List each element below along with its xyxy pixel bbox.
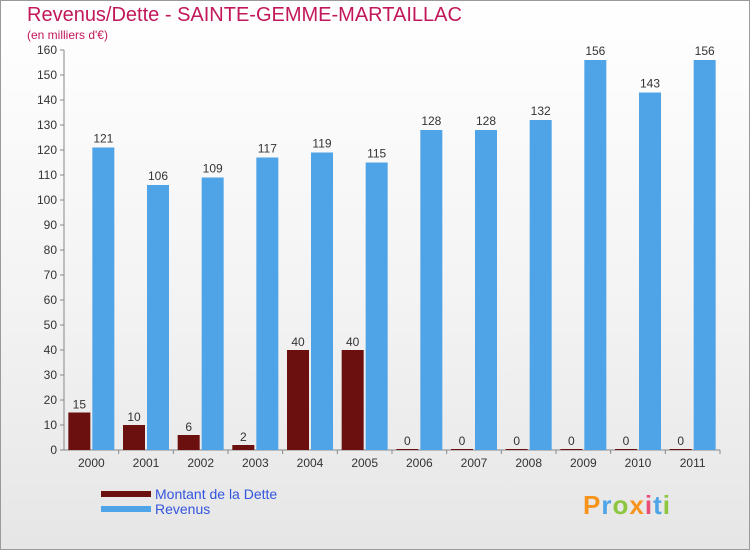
bar-revenue xyxy=(475,130,497,450)
x-tick-label: 2000 xyxy=(78,456,105,470)
bar-debt xyxy=(232,445,255,450)
bar-revenue xyxy=(311,152,333,450)
logo-letter: x xyxy=(629,490,645,520)
data-label-debt: 0 xyxy=(404,434,411,448)
data-label-revenue: 143 xyxy=(640,77,660,91)
bar-revenue xyxy=(365,162,388,450)
axes: 0102030405060708090100110120130140150160… xyxy=(37,43,721,470)
y-tick-label: 20 xyxy=(44,393,58,407)
legend-label-revenue: Revenus xyxy=(155,500,211,517)
y-tick-label: 150 xyxy=(37,68,57,82)
bar-revenue xyxy=(420,130,443,450)
x-tick-label: 2011 xyxy=(680,456,706,470)
data-label-revenue: 106 xyxy=(148,169,168,183)
data-label-revenue: 128 xyxy=(476,114,496,128)
data-label-revenue: 119 xyxy=(312,137,331,151)
bar-debt xyxy=(287,350,309,450)
bar-debt xyxy=(123,425,145,450)
bar-revenue xyxy=(639,92,661,450)
x-tick-label: 2006 xyxy=(406,456,433,470)
y-tick-label: 60 xyxy=(44,293,58,307)
bar-debt xyxy=(669,449,692,450)
logo-letter: i xyxy=(662,490,671,520)
y-tick-label: 80 xyxy=(44,243,58,257)
bar-debt xyxy=(505,449,528,450)
y-tick-label: 50 xyxy=(44,318,58,332)
data-label-debt: 15 xyxy=(73,398,87,412)
y-tick-label: 100 xyxy=(37,193,57,207)
legend-item-revenue: Revenus xyxy=(101,500,277,517)
chart-title: Revenus/Dette - SAINTE-GEMME-MARTAILLAC xyxy=(27,4,462,26)
data-label-debt: 0 xyxy=(459,434,466,448)
bar-debt xyxy=(177,435,200,450)
x-tick-label: 2008 xyxy=(515,456,542,470)
bar-debt xyxy=(615,449,637,450)
x-tick-label: 2001 xyxy=(133,456,160,470)
y-tick-label: 70 xyxy=(44,268,58,282)
data-label-revenue: 115 xyxy=(367,147,386,161)
y-tick-label: 110 xyxy=(38,168,57,182)
legend-swatch-revenue xyxy=(101,505,151,512)
y-tick-label: 40 xyxy=(44,343,58,357)
y-tick-label: 90 xyxy=(44,218,58,232)
bar-revenue xyxy=(201,177,224,450)
data-label-debt: 0 xyxy=(513,434,520,448)
y-tick-label: 130 xyxy=(37,118,57,132)
y-tick-label: 120 xyxy=(37,143,57,157)
bar-revenue xyxy=(147,185,169,450)
logo-letter: t xyxy=(653,490,663,520)
data-labels: 15 121 10 106 6 109 2 117 40 119 40 115 0 128 0 128 0 132… xyxy=(73,44,715,448)
x-tick-label: 2003 xyxy=(242,456,269,470)
x-tick-label: 2009 xyxy=(570,456,597,470)
y-tick-label: 0 xyxy=(50,443,57,457)
bar-revenue xyxy=(529,120,552,450)
bar-revenue xyxy=(584,60,607,450)
x-tick-label: 2005 xyxy=(351,456,378,470)
bars xyxy=(68,60,716,450)
chart-subtitle: (en milliers d'€) xyxy=(27,28,108,42)
data-label-debt: 2 xyxy=(240,430,247,444)
legend-label-debt: Montant de la Dette xyxy=(155,485,278,502)
data-label-revenue: 156 xyxy=(695,44,715,58)
x-tick-label: 2002 xyxy=(187,456,214,470)
bar-debt xyxy=(68,412,91,450)
legend: Montant de la Dette Revenus xyxy=(101,485,278,517)
x-tick-label: 2007 xyxy=(461,456,488,470)
x-tick-label: 2010 xyxy=(625,456,652,470)
bar-debt xyxy=(396,449,419,450)
legend-item-debt: Montant de la Dette xyxy=(101,485,278,502)
y-tick-label: 10 xyxy=(44,418,58,432)
data-label-revenue: 121 xyxy=(93,132,113,146)
bar-revenue xyxy=(256,157,279,450)
data-label-revenue: 109 xyxy=(203,162,223,176)
y-tick-label: 160 xyxy=(37,43,57,57)
logo-letter: i xyxy=(644,490,654,520)
data-label-revenue: 132 xyxy=(531,104,551,118)
data-label-debt: 6 xyxy=(185,420,192,434)
data-label-debt: 0 xyxy=(677,434,684,448)
data-label-revenue: 156 xyxy=(585,44,605,58)
logo-letter: o xyxy=(612,490,630,520)
data-label-debt: 0 xyxy=(568,434,575,448)
data-label-debt: 40 xyxy=(346,335,360,349)
data-label-debt: 10 xyxy=(127,410,141,424)
data-label-revenue: 117 xyxy=(258,142,277,156)
bar-revenue xyxy=(693,60,716,450)
y-tick-label: 140 xyxy=(37,93,57,107)
data-label-debt: 0 xyxy=(623,434,630,448)
bar-debt xyxy=(451,449,473,450)
bar-debt xyxy=(341,350,364,450)
logo-letter: P xyxy=(583,490,602,520)
bar-revenue xyxy=(92,147,115,450)
legend-swatch-debt xyxy=(101,490,151,497)
y-tick-label: 30 xyxy=(44,368,58,382)
proxiti-logo: Proxiti xyxy=(583,490,671,521)
x-tick-label: 2004 xyxy=(297,456,324,470)
bar-debt xyxy=(560,449,583,450)
logo-letter: r xyxy=(601,490,613,520)
data-label-revenue: 128 xyxy=(421,114,441,128)
data-label-debt: 40 xyxy=(291,335,305,349)
